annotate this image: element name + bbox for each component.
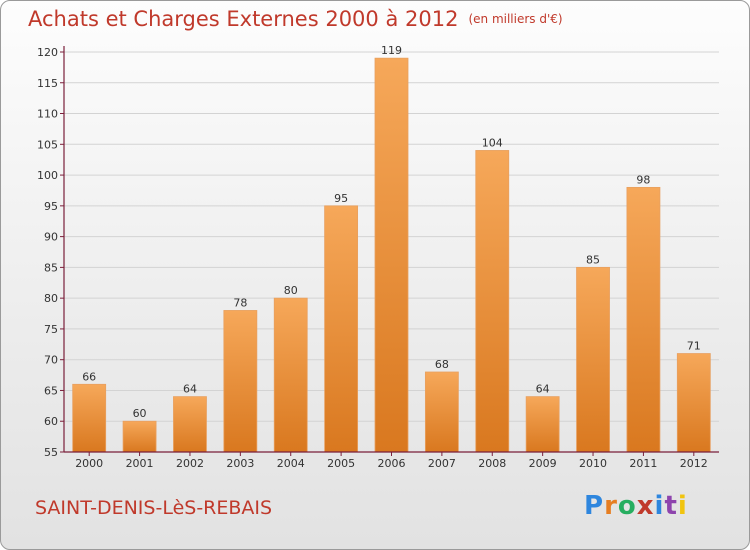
bar-value-label: 104 (482, 136, 503, 149)
bar-value-label: 60 (133, 407, 147, 420)
x-tick-label: 2004 (277, 457, 305, 470)
logo-letter: r (604, 491, 618, 521)
x-tick-label: 2011 (629, 457, 657, 470)
bar-value-label: 80 (284, 284, 298, 297)
bar-value-label: 71 (687, 340, 701, 353)
bar-value-label: 98 (636, 173, 650, 186)
logo-letter: o (617, 491, 637, 521)
y-tick-label: 110 (37, 108, 58, 121)
x-tick-label: 2009 (529, 457, 557, 470)
bar-value-label: 78 (233, 296, 247, 309)
x-tick-label: 2007 (428, 457, 456, 470)
bar (173, 396, 207, 453)
x-tick-label: 2008 (478, 457, 506, 470)
y-tick-label: 55 (44, 446, 58, 459)
bar (273, 297, 308, 453)
logo-letter: t (664, 491, 678, 521)
y-tick-label: 95 (44, 200, 58, 213)
x-tick-label: 2000 (75, 457, 103, 470)
chart-unit: (en milliers d'€) (468, 12, 563, 26)
x-tick-label: 2003 (226, 457, 254, 470)
y-tick-label: 75 (44, 323, 58, 336)
bar-value-label: 64 (183, 383, 197, 396)
commune-name: SAINT-DENIS-LèS-REBAIS (35, 497, 273, 519)
y-tick-label: 65 (44, 384, 58, 397)
y-tick-label: 115 (37, 77, 58, 90)
y-tick-label: 70 (44, 354, 58, 367)
x-tick-label: 2001 (126, 457, 154, 470)
bar (122, 420, 157, 453)
logo-letter: i (677, 491, 688, 521)
y-tick-label: 105 (37, 138, 58, 151)
bar (72, 383, 107, 453)
bar-value-label: 95 (334, 192, 348, 205)
chart-title: Achats et Charges Externes 2000 à 2012 (e… (28, 7, 563, 31)
x-tick-label: 2002 (176, 457, 204, 470)
y-tick-label: 80 (44, 292, 58, 305)
x-tick-label: 2012 (680, 457, 708, 470)
x-tick-label: 2006 (378, 457, 406, 470)
y-tick-label: 60 (44, 415, 58, 428)
proxiti-logo: Proxiti (584, 491, 688, 521)
bar-value-label: 119 (381, 44, 402, 57)
logo-letter: P (584, 491, 605, 521)
bar-value-label: 66 (82, 370, 96, 383)
bar-value-label: 64 (536, 383, 550, 396)
logo-letter: i (654, 491, 665, 521)
bar (475, 150, 510, 453)
bar (525, 396, 560, 453)
y-tick-label: 85 (44, 261, 58, 274)
bar-value-label: 68 (435, 358, 449, 371)
chart-title-text: Achats et Charges Externes 2000 à 2012 (28, 7, 459, 31)
bar (626, 186, 661, 453)
x-tick-label: 2010 (579, 457, 607, 470)
x-tick-label: 2005 (327, 457, 355, 470)
y-tick-label: 100 (37, 169, 58, 182)
logo-letter: x (636, 491, 655, 521)
y-tick-label: 90 (44, 231, 58, 244)
bar (676, 353, 711, 453)
bar (576, 266, 610, 453)
bar (374, 57, 409, 453)
bar (324, 205, 359, 453)
bar (223, 310, 258, 453)
y-tick-label: 120 (37, 46, 58, 59)
bar (424, 371, 459, 453)
bar-value-label: 85 (586, 253, 600, 266)
